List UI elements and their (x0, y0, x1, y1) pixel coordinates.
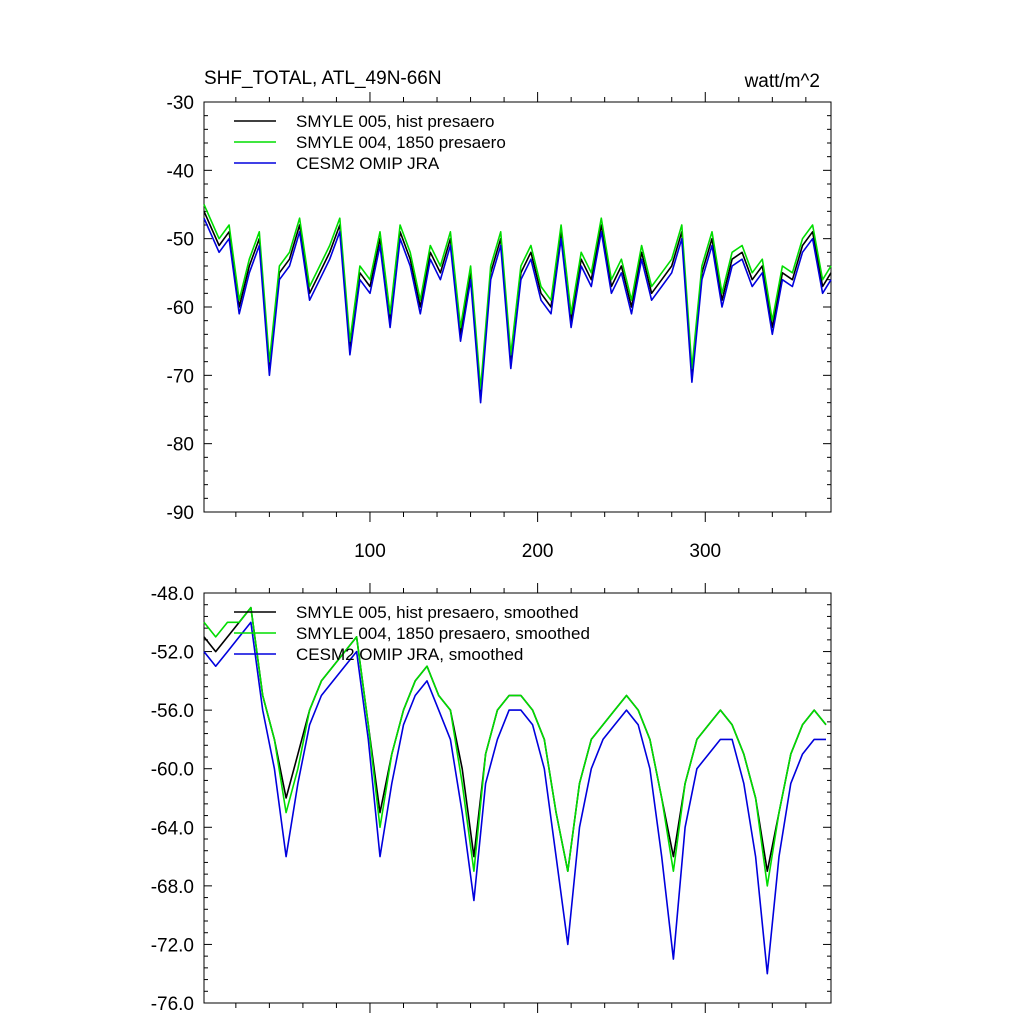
y-tick-label: -60 (167, 298, 194, 319)
y-tick-label: -40 (167, 161, 194, 182)
legend-label-cesm2: CESM2 OMIP JRA (296, 154, 440, 173)
y-tick-label: -90 (167, 503, 194, 524)
x-tick-label: 200 (522, 541, 554, 562)
series-line-cesm2-bottom (203, 621, 826, 975)
plot-frame-bottom (203, 592, 832, 1004)
y-tick-label: -56.0 (151, 701, 194, 722)
series-line-smyle004-top (203, 204, 832, 390)
y-tick-label: -60.0 (151, 760, 194, 781)
legend-bottom: SMYLE 005, hist presaero, smoothed SMYLE… (234, 603, 590, 664)
x-tick-label: 300 (689, 541, 721, 562)
y-tick-label: -70 (167, 366, 194, 387)
y-tick-label: -50 (167, 230, 194, 251)
legend-label-cesm2-smoothed: CESM2 OMIP JRA, smoothed (296, 645, 523, 664)
y-tick-label: -72.0 (151, 935, 194, 956)
y-tick-label: -80 (167, 435, 194, 456)
y-tick-label: -52.0 (151, 643, 194, 664)
legend-top: SMYLE 005, hist presaero SMYLE 004, 1850… (234, 112, 506, 173)
y-tick-label: -30 (167, 93, 194, 114)
y-tick-label: -48.0 (151, 584, 194, 605)
legend-label-smyle005: SMYLE 005, hist presaero (296, 112, 494, 131)
legend-label-smyle004-smoothed: SMYLE 004, 1850 presaero, smoothed (296, 624, 590, 643)
units-label: watt/m^2 (744, 71, 820, 92)
series-line-smyle004-bottom (203, 606, 827, 887)
plot-area-top: -30 -40 -50 -60 -70 -80 -90 100 200 300 (167, 92, 832, 562)
series-line-cesm2-top (203, 217, 832, 404)
plot-area-bottom: -48.0 -52.0 -56.0 -60.0 -64.0 -68.0 -72.0 -76.0 (151, 583, 831, 1015)
chart-title: SHF_TOTAL, ATL_49N-66N (204, 68, 442, 89)
y-tick-label: -76.0 (151, 994, 194, 1015)
legend-label-smyle004: SMYLE 004, 1850 presaero (296, 133, 506, 152)
x-tick-label: 100 (354, 541, 386, 562)
y-tick-label: -68.0 (151, 877, 194, 898)
legend-label-smyle005-smoothed: SMYLE 005, hist presaero, smoothed (296, 603, 579, 622)
y-tick-label: -64.0 (151, 818, 194, 839)
